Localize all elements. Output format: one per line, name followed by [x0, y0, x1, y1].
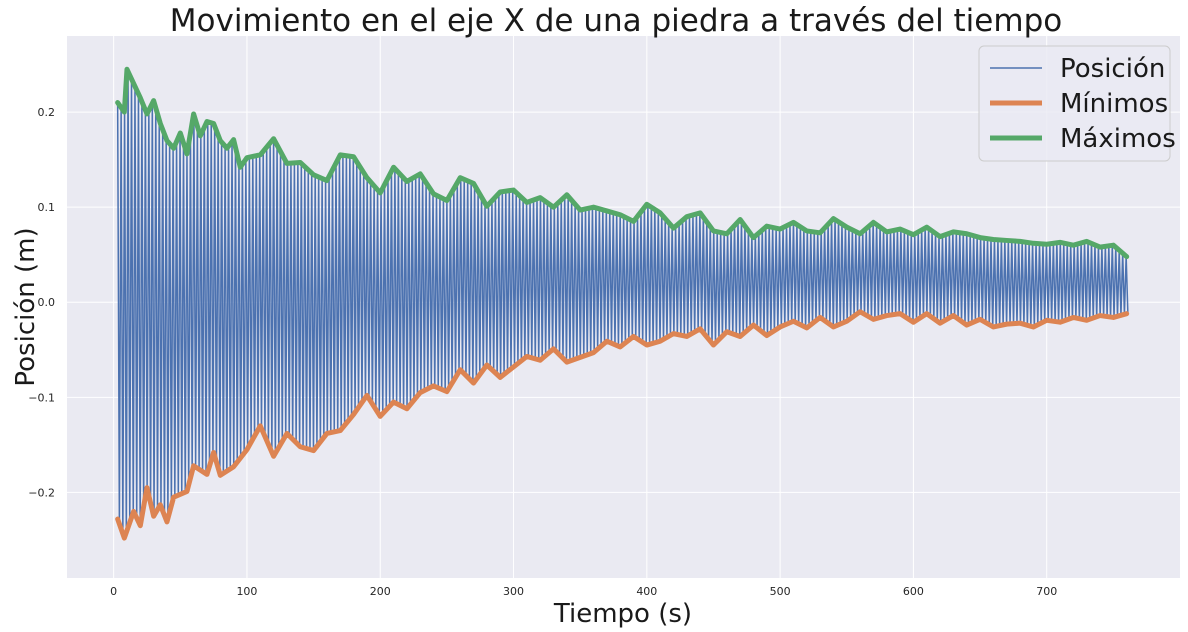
x-tick-label: 100 — [236, 585, 257, 598]
legend-label-maximos: Máximos — [1060, 124, 1176, 154]
legend: Posición Mínimos Máximos — [978, 45, 1176, 162]
y-tick-label: 0.2 — [38, 106, 56, 119]
y-tick-label: −0.2 — [28, 486, 55, 499]
y-tick-label: 0.0 — [38, 296, 56, 309]
series-line-maximos — [115, 66, 1130, 260]
x-tick-label: 400 — [636, 585, 657, 598]
series-layer — [115, 66, 1130, 541]
tick-labels: 0 100 200 300 400 500 600 700 −0.2 −0.1 0.0 0.1 0.2 — [28, 106, 1057, 598]
x-tick-label: 600 — [903, 585, 924, 598]
y-tick-label: 0.1 — [38, 201, 56, 214]
x-tick-label: 300 — [503, 585, 524, 598]
y-tick-label: −0.1 — [28, 391, 55, 404]
x-axis-label: Tiempo (s) — [553, 599, 692, 629]
x-tick-label: 0 — [110, 585, 117, 598]
legend-label-minimos: Mínimos — [1060, 89, 1168, 119]
legend-label-posicion: Posición — [1060, 54, 1165, 84]
y-axis-label: Posición (m) — [11, 227, 41, 386]
series-line-posicion — [116, 70, 1129, 535]
chart-title: Movimiento en el eje X de una piedra a t… — [170, 3, 1062, 39]
x-tick-label: 200 — [370, 585, 391, 598]
x-tick-label: 700 — [1036, 585, 1057, 598]
x-tick-label: 500 — [770, 585, 791, 598]
series-line-minimos — [115, 309, 1130, 541]
legend-box — [978, 45, 1171, 162]
